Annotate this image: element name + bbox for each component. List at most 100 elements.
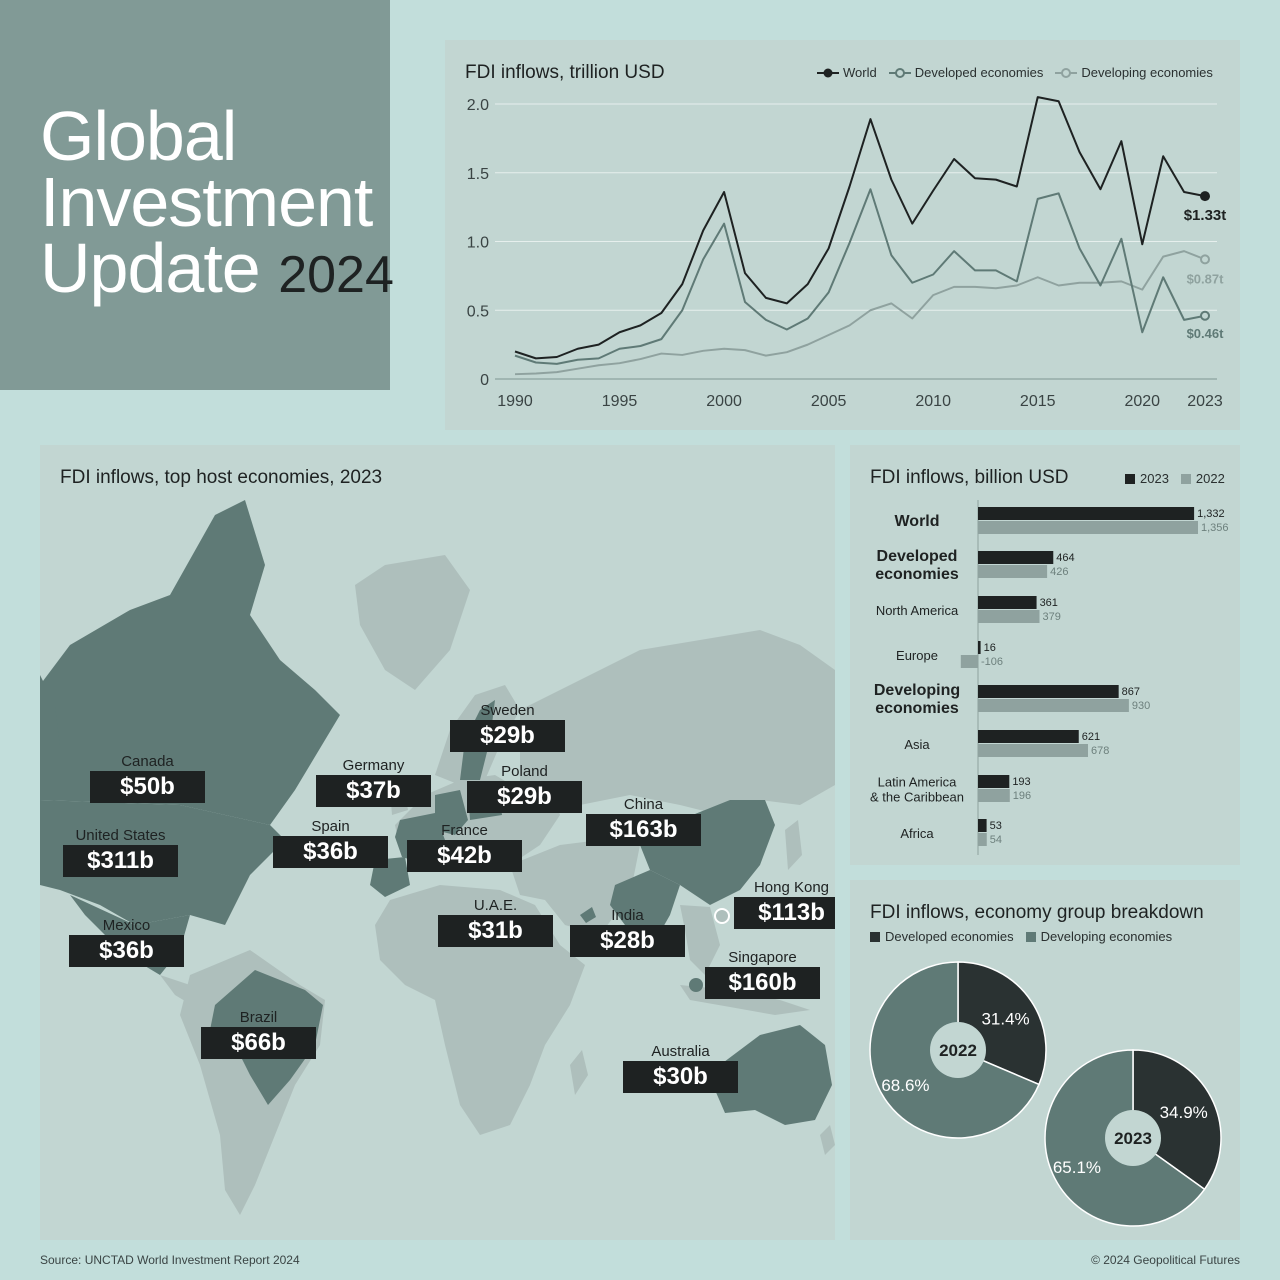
- middle-east-shape: [510, 840, 640, 935]
- bar-2022-7: [978, 833, 987, 846]
- category-label-line: Developing: [874, 682, 960, 699]
- bar-2023-2: [978, 596, 1037, 609]
- category-label-line: North America: [876, 603, 959, 618]
- end-label-2: $0.87t: [1187, 271, 1225, 286]
- callout-spain-value: $36b: [273, 836, 388, 868]
- australia-shape: [715, 1025, 832, 1125]
- hong-kong-marker: [714, 908, 730, 924]
- russia-shape: [520, 630, 835, 815]
- callout-india: India $28b: [570, 907, 685, 957]
- y-tick-label: 2.0: [467, 97, 489, 114]
- callout-germany-name: Germany: [342, 757, 405, 774]
- end-label-0: $1.33t: [1184, 207, 1227, 224]
- callout-india-name: India: [611, 907, 644, 924]
- bar-2022-6: [978, 789, 1010, 802]
- series-line-0: [514, 96, 1206, 360]
- legend-developing-marker: [1055, 67, 1078, 78]
- bar-2022-5: [978, 744, 1088, 757]
- callout-mexico-value: $36b: [69, 935, 184, 967]
- callout-mexico: Mexico $36b: [69, 917, 184, 967]
- series-line-1: [514, 188, 1206, 365]
- end-marker-1: [1200, 310, 1210, 321]
- legend-2023-label: 2023: [1140, 471, 1169, 486]
- bar-label-2022-3: -106: [981, 656, 1003, 668]
- source-note: Source: UNCTAD World Investment Report 2…: [40, 1253, 300, 1267]
- category-label-line: World: [894, 513, 939, 530]
- pie-charts: 31.4% 68.6% 2022 34.9% 65.1% 2023: [869, 961, 1222, 1227]
- bar-label-2023-1: 464: [1056, 552, 1074, 564]
- africa-shape: [375, 885, 585, 1135]
- bar-2023-0: [978, 507, 1195, 520]
- line-chart: 0 0.5 1.0 1.5 2.0 1990 1995 2000 2005 2010 2015 202…: [467, 96, 1227, 410]
- callout-mexico-name: Mexico: [102, 917, 151, 934]
- new-zealand-shape: [820, 1125, 835, 1155]
- callout-australia: Australia $30b: [623, 1043, 738, 1093]
- germany-shape: [435, 790, 468, 835]
- pie-slice-label-2023-1: 65.1%: [1053, 1158, 1101, 1177]
- greenland-shape: [355, 555, 470, 690]
- map-panel: FDI inflows, top host economies, 2023: [40, 445, 835, 1240]
- copyright-note: © 2024 Geopolitical Futures: [1091, 1253, 1240, 1267]
- bar-label-2022-1: 426: [1050, 566, 1068, 578]
- pie-hole-2023: [1105, 1110, 1161, 1166]
- callout-canada: Canada $50b: [90, 753, 205, 803]
- callout-china: China $163b: [586, 796, 701, 846]
- legend-developing-swatch: [1025, 931, 1036, 942]
- bar-chart-panel: FDI inflows, billion USD 2023 2022 World…: [850, 445, 1240, 865]
- x-tick-label: 2020: [1124, 393, 1160, 410]
- pie-year-label-2023: 2023: [1114, 1129, 1152, 1148]
- callout-germany: Germany $37b: [316, 757, 431, 807]
- x-tick-label: 1995: [602, 393, 638, 410]
- category-label: Africa: [900, 826, 934, 841]
- bar-label-2022-4: 930: [1132, 700, 1150, 712]
- x-tick-label: 2000: [706, 393, 742, 410]
- callout-sweden: Sweden $29b: [450, 702, 565, 752]
- bar-label-2023-0: 1,332: [1197, 508, 1225, 520]
- japan-shape: [785, 820, 802, 870]
- category-label-line: Asia: [904, 737, 930, 752]
- callout-singapore: Singapore $160b: [705, 949, 820, 999]
- callout-australia-name: Australia: [651, 1043, 710, 1060]
- end-marker-2: [1200, 254, 1210, 265]
- callout-spain: Spain $36b: [273, 818, 388, 868]
- callout-china-value: $163b: [586, 814, 701, 846]
- callout-poland: Poland $29b: [467, 763, 582, 813]
- x-tick-label: 2010: [915, 393, 951, 410]
- callout-sweden-value: $29b: [450, 720, 565, 752]
- callout-brazil-name: Brazil: [239, 1009, 278, 1026]
- bar-label-2022-7: 54: [990, 834, 1002, 846]
- legend-world-label: World: [843, 65, 877, 80]
- y-tick-label: 0.5: [467, 303, 489, 320]
- bar-label-2022-0: 1,356: [1201, 522, 1229, 534]
- callout-india-value: $28b: [570, 925, 685, 957]
- bar-label-2023-3: 16: [984, 642, 996, 654]
- pie-chart-title: FDI inflows, economy group breakdown: [870, 902, 1204, 923]
- pie-hole-2022: [930, 1022, 986, 1078]
- callout-united-states-value: $311b: [63, 845, 178, 877]
- callout-hong-kong: Hong Kong $113b: [734, 879, 835, 929]
- end-marker-world: [1200, 191, 1210, 202]
- bar-2023-6: [978, 775, 1010, 788]
- bar-chart-legend: 2023 2022: [1125, 471, 1225, 486]
- pie-slice-label-2022-0: 31.4%: [981, 1010, 1029, 1029]
- bar-label-2023-7: 53: [990, 820, 1002, 832]
- bar-2022-1: [978, 565, 1048, 578]
- legend-developed-label: Developed economies: [914, 65, 1044, 80]
- alaska-shape: [40, 675, 60, 770]
- callout-hong-kong-value: $113b: [734, 897, 835, 929]
- category-label-line: Developed: [877, 548, 958, 565]
- bar-label-2023-4: 867: [1122, 686, 1140, 698]
- india-shape: [610, 870, 680, 955]
- line-chart-title: FDI inflows, trillion USD: [465, 62, 665, 83]
- category-label: World: [894, 513, 939, 530]
- title-line-1: Global: [40, 97, 237, 175]
- title-panel: Global Investment Update 2024: [0, 0, 394, 390]
- bar-chart-title: FDI inflows, billion USD: [870, 467, 1069, 488]
- pie-slice-label-2023-0: 34.9%: [1160, 1103, 1208, 1122]
- callout-singapore-value: $160b: [705, 967, 820, 999]
- category-label-line: economies: [875, 700, 959, 717]
- map-title: FDI inflows, top host economies, 2023: [60, 467, 383, 488]
- callout-brazil: Brazil $66b: [201, 1009, 316, 1059]
- line-chart-legend: World Developed economies Developing eco…: [817, 65, 1213, 80]
- southeast-asia-shape: [680, 905, 720, 975]
